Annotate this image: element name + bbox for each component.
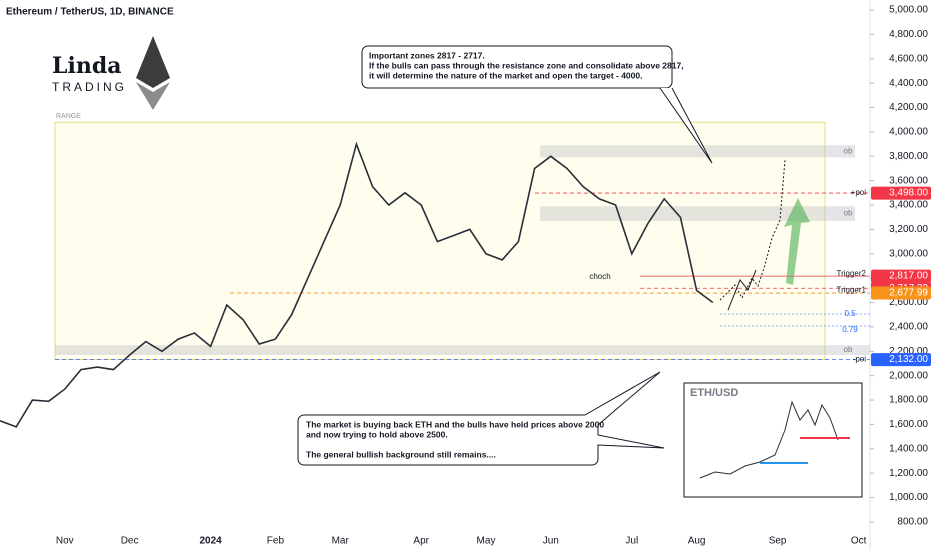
y-tick-label: 2,400.00 bbox=[889, 322, 928, 333]
price-label: 2,132.00 bbox=[889, 354, 928, 365]
price-label: 2,817.00 bbox=[889, 271, 928, 282]
x-tick-label: Oct bbox=[851, 536, 867, 547]
level-name: -poi bbox=[853, 355, 867, 364]
callout-pointer bbox=[584, 371, 665, 449]
projection-path bbox=[727, 269, 757, 311]
callout-line: The market is buying back ETH and the bu… bbox=[306, 419, 604, 429]
y-tick-label: 2,200.00 bbox=[889, 346, 928, 357]
price-label-box bbox=[871, 353, 931, 367]
x-tick-label: Aug bbox=[688, 536, 706, 547]
callout-text: Important zones 2817 - 2717.If the bulls… bbox=[369, 50, 684, 80]
logo-text: Linda bbox=[52, 53, 121, 79]
x-tick-label: Nov bbox=[56, 536, 74, 547]
grid: RANGE ob ob ob bbox=[54, 113, 870, 360]
level-name: +poi bbox=[851, 188, 867, 197]
y-tick-label: 1,200.00 bbox=[889, 468, 928, 479]
callout-line: Important zones 2817 - 2717. bbox=[369, 50, 485, 60]
y-tick-label: 5,000.00 bbox=[889, 5, 928, 16]
y-tick-label: 2,000.00 bbox=[889, 370, 928, 381]
callout-line: it will determine the nature of the mark… bbox=[369, 70, 642, 80]
y-tick-label: 3,200.00 bbox=[889, 224, 928, 235]
callout-pointer bbox=[659, 87, 713, 164]
y-tick-label: 2,600.00 bbox=[889, 297, 928, 308]
y-tick-label: 4,200.00 bbox=[889, 102, 928, 113]
zone-label: ob bbox=[844, 147, 853, 156]
y-tick-label: 3,400.00 bbox=[889, 200, 928, 211]
zone-label: ob bbox=[844, 345, 853, 354]
logo-subtext: TRADING bbox=[52, 80, 127, 94]
callout-line: If the bulls can pass through the resist… bbox=[369, 60, 684, 70]
price-label-box bbox=[871, 286, 931, 300]
callout-text: The market is buying back ETH and the bu… bbox=[306, 419, 604, 459]
ob-zone bbox=[540, 145, 855, 158]
callout: Important zones 2817 - 2717.If the bulls… bbox=[361, 45, 713, 164]
inset-frame bbox=[683, 382, 863, 498]
callout-line: and now trying to hold above 2500. bbox=[306, 429, 448, 439]
y-tick-label: 1,000.00 bbox=[889, 492, 928, 503]
price-label-box bbox=[871, 269, 931, 283]
logo: Linda TRADING bbox=[52, 36, 170, 110]
level-name: Trigger2 bbox=[837, 269, 867, 278]
eth-logo bbox=[136, 82, 170, 110]
y-tick-label: 1,800.00 bbox=[889, 395, 928, 406]
y-tick-label: 800.00 bbox=[897, 517, 928, 528]
ob-zone bbox=[55, 345, 870, 355]
y-tick-label: 3,800.00 bbox=[889, 151, 928, 162]
x-tick-label: Sep bbox=[769, 536, 787, 547]
callout-line: The general bullish background still rem… bbox=[306, 449, 496, 459]
ob-zone bbox=[540, 206, 855, 221]
plot: +poi Trigger2 Trigger1 -poi choch 0.5 0.79 bbox=[0, 141, 870, 428]
price-label: 2,677.99 bbox=[889, 288, 928, 299]
price-line bbox=[0, 141, 714, 428]
annotation: choch bbox=[589, 272, 610, 281]
x-tick-label: Dec bbox=[121, 536, 139, 547]
bullish-arrow bbox=[784, 198, 810, 285]
y-tick-label: 4,600.00 bbox=[889, 53, 928, 64]
y-tick-label: 3,000.00 bbox=[889, 248, 928, 259]
callout: The market is buying back ETH and the bu… bbox=[297, 371, 665, 466]
zone-label: ob bbox=[844, 209, 853, 218]
x-tick-label: Feb bbox=[267, 536, 285, 547]
y-tick-label: 4,800.00 bbox=[889, 29, 928, 40]
annotation: 0.79 bbox=[842, 325, 858, 334]
range-label: RANGE bbox=[56, 113, 81, 120]
x-tick-label: 2024 bbox=[199, 536, 222, 547]
inset-title: ETH/USD bbox=[690, 387, 738, 399]
x-tick-label: Apr bbox=[413, 536, 429, 547]
chart-title: Ethereum / TetherUS, 1D, BINANCE bbox=[6, 7, 174, 18]
level-name: Trigger1 bbox=[837, 285, 867, 294]
x-tick-label: May bbox=[477, 536, 496, 547]
y-axis: 800.00 1,000.00 1,200.00 1,400.00 1,600.00 1,… bbox=[56, 5, 931, 547]
price-label-box bbox=[871, 186, 931, 200]
eth-logo bbox=[136, 36, 170, 88]
y-tick-label: 4,000.00 bbox=[889, 127, 928, 138]
callout-box bbox=[361, 45, 673, 89]
inset-line bbox=[699, 400, 839, 479]
y-tick-label: 1,600.00 bbox=[889, 419, 928, 430]
price-label: 3,498.00 bbox=[889, 188, 928, 199]
inset: ETH/USD bbox=[683, 382, 863, 498]
x-tick-label: Jun bbox=[543, 536, 559, 547]
x-tick-label: Mar bbox=[332, 536, 350, 547]
y-tick-label: 1,400.00 bbox=[889, 443, 928, 454]
y-tick-label: 3,600.00 bbox=[889, 175, 928, 186]
y-tick-label: 4,400.00 bbox=[889, 78, 928, 89]
x-tick-label: Jul bbox=[625, 536, 638, 547]
annotation: 0.5 bbox=[844, 309, 856, 318]
projection-path bbox=[719, 159, 786, 301]
